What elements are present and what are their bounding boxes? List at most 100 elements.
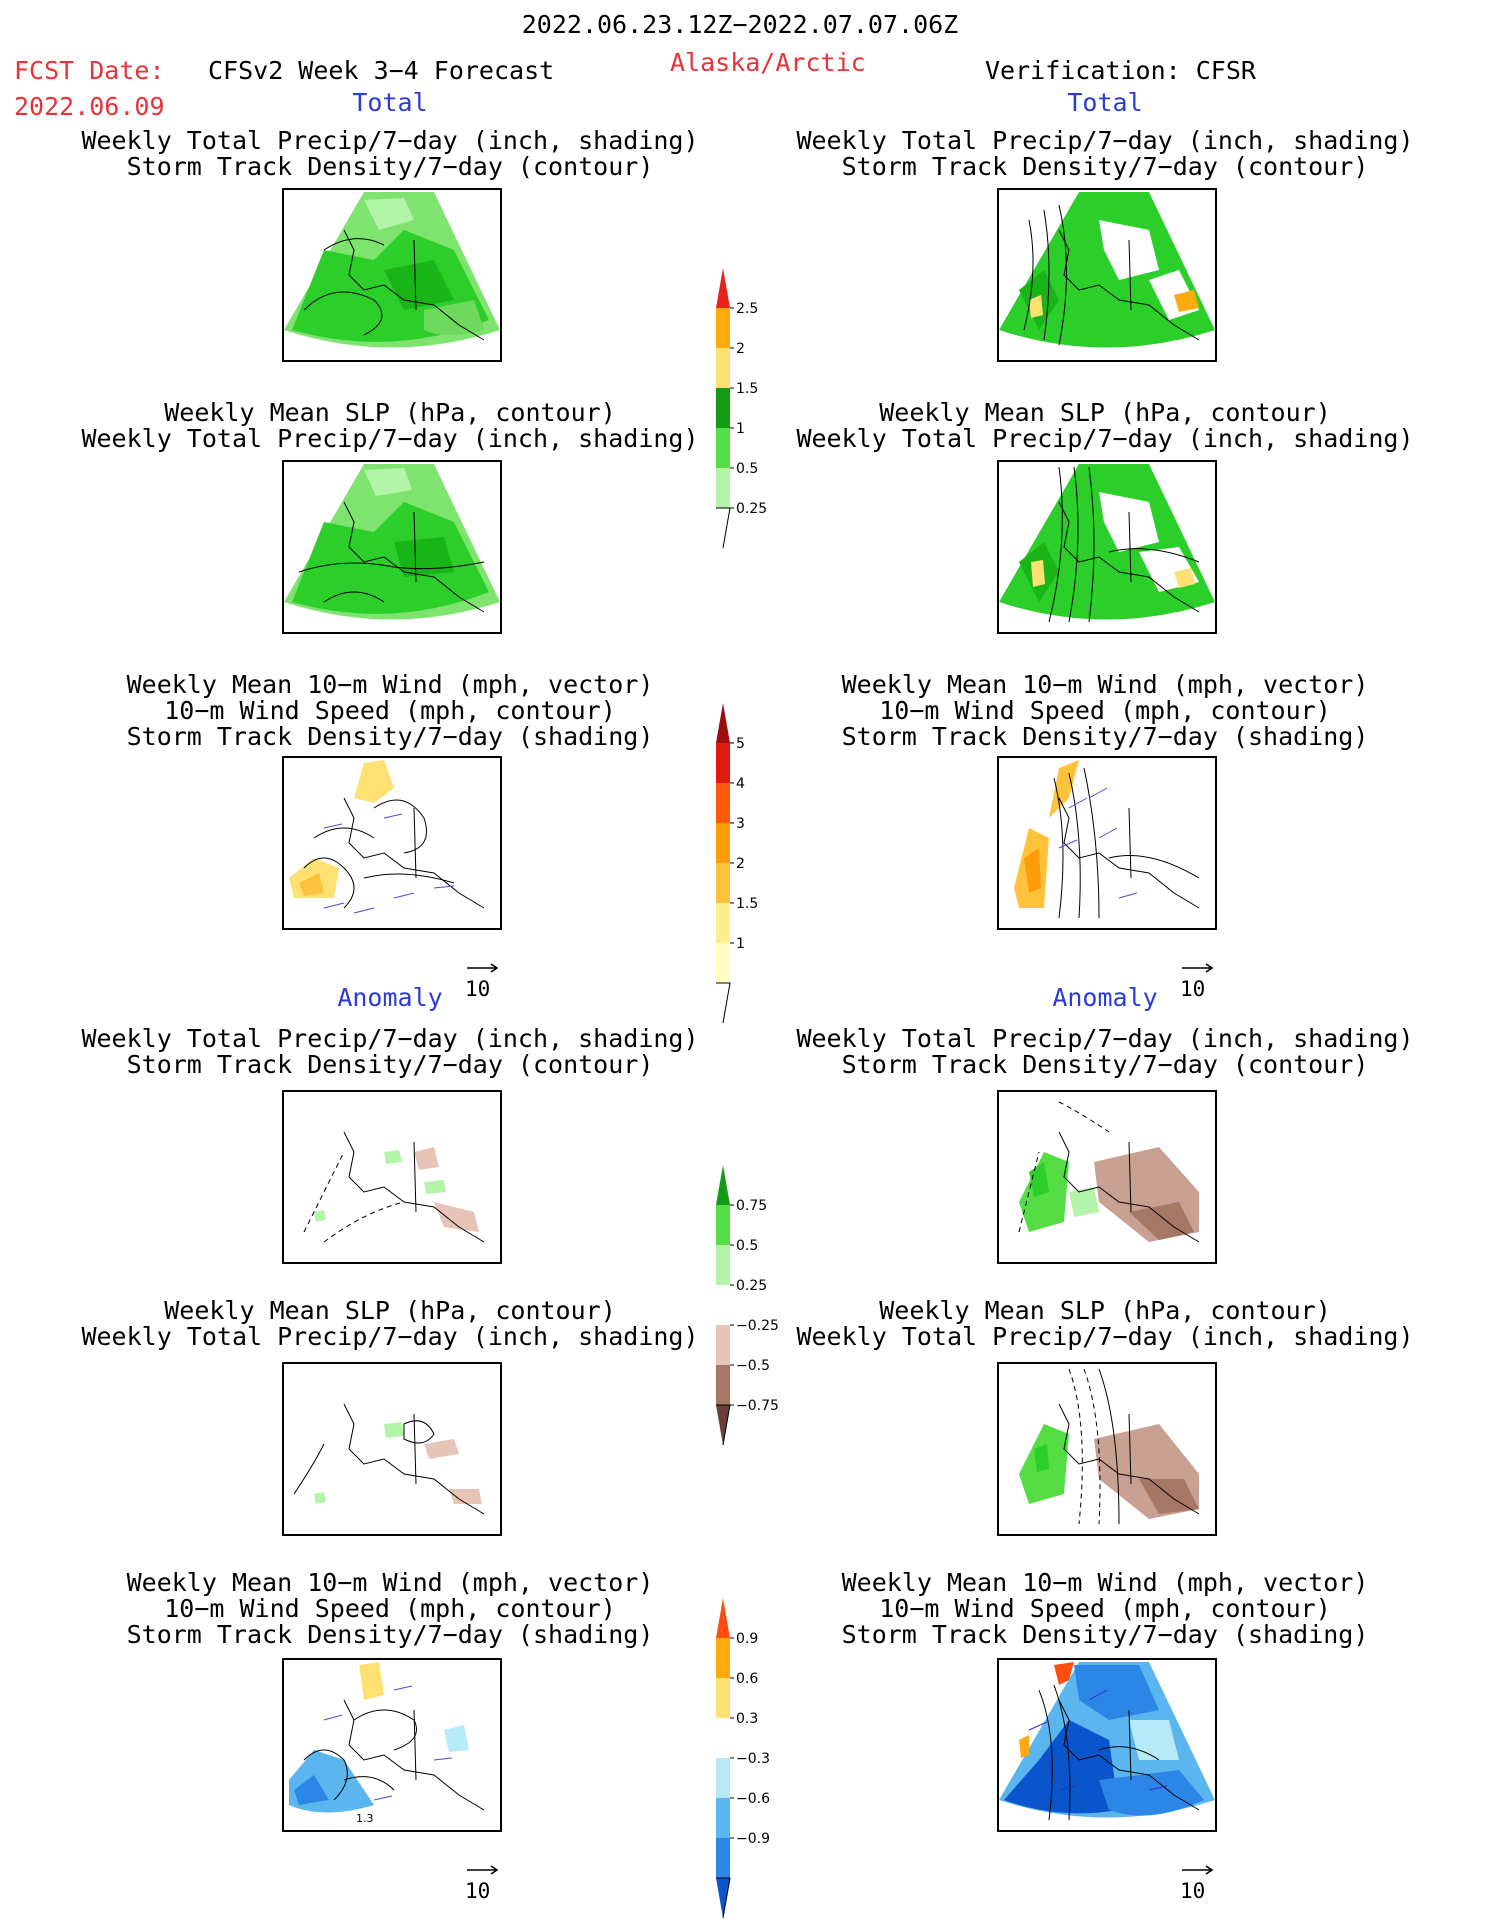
panel-contour-label: 1.3 [356, 1812, 374, 1825]
map-panel-anom-slp-forecast [282, 1362, 502, 1536]
map-svg [999, 1366, 1215, 1525]
colorbar-swatch [716, 703, 730, 743]
map-panel-total-precip-forecast [282, 188, 502, 362]
colorbar-swatch [716, 943, 730, 983]
colorbar-label: 2 [736, 856, 745, 872]
section-total-right: Total [1067, 88, 1143, 117]
colorbar-label: 1.5 [736, 381, 758, 397]
colorbar-label: 5 [736, 736, 745, 752]
section-anomaly-right: Anomaly [1052, 983, 1158, 1012]
colorbar-swatch [716, 308, 730, 348]
colorbar-swatch [716, 268, 730, 308]
panel-title-line: 10−m Wind Speed (mph, contour) [164, 696, 616, 725]
colorbar-swatch [716, 823, 730, 863]
map-svg [999, 1094, 1215, 1250]
panel-title-line: Storm Track Density/7−day (contour) [126, 152, 654, 181]
colorbar-swatch [716, 388, 730, 428]
colorbar-label: 0.6 [736, 1671, 758, 1687]
colorbar-swatch [716, 1365, 730, 1405]
panel-title-line: Storm Track Density/7−day (contour) [841, 1050, 1369, 1079]
panel-title-line: Weekly Total Precip/7−day (inch, shading… [81, 424, 699, 453]
colorbar-swatch [716, 1598, 730, 1638]
colorbar-swatch [716, 1678, 730, 1718]
colorbar-swatch [716, 903, 730, 943]
section-total-left: Total [352, 88, 428, 117]
map-svg [284, 192, 500, 348]
panel-title-line: Weekly Total Precip/7−day (inch, shading… [796, 424, 1414, 453]
map-panel-wind-storm-forecast [282, 756, 502, 930]
colorbar-storm-total: 5 4 3 2 1.5 1 [715, 703, 805, 1031]
panel-title-line: Storm Track Density/7−day (shading) [126, 1620, 654, 1649]
map-panel-anom-precip-verification [997, 1090, 1217, 1264]
panel-title-line: Weekly Mean SLP (hPa, contour) [879, 1296, 1331, 1325]
map-svg [284, 464, 500, 620]
vector-reference-value: 10 [465, 1879, 491, 1903]
panel-title-line: Storm Track Density/7−day (contour) [841, 152, 1369, 181]
vector-arrow-icon [1182, 1865, 1214, 1875]
panel-title-line: Storm Track Density/7−day (shading) [126, 722, 654, 751]
panel-title-line: 10−m Wind Speed (mph, contour) [879, 1594, 1331, 1623]
colorbar-swatch [716, 743, 730, 783]
panel-title-line: Weekly Mean SLP (hPa, contour) [879, 398, 1331, 427]
panel-title-line: Weekly Mean 10−m Wind (mph, vector) [841, 670, 1369, 699]
colorbar-swatch [716, 1877, 731, 1919]
vector-arrow-icon [467, 963, 499, 973]
vector-arrow-icon [1182, 963, 1214, 973]
colorbar-label: 3 [736, 816, 745, 832]
panel-title-line: Weekly Total Precip/7−day (inch, shading… [796, 1322, 1414, 1351]
colorbar-storm-anom: 0.9 0.6 0.3 −0.3 −0.6 −0.9 [715, 1598, 805, 1925]
vector-arrow-icon [467, 1865, 499, 1875]
colorbar-swatch [716, 1798, 730, 1838]
colorbar-swatch [716, 468, 730, 508]
map-svg [999, 760, 1215, 919]
map-panel-anom-precip-forecast [282, 1090, 502, 1264]
colorbar-swatch [716, 1638, 730, 1678]
map-panel-slp-precip-forecast [282, 460, 502, 634]
colorbar-precip-total: 2.5 2 1.5 1 0.5 0.25 [715, 268, 805, 556]
colorbar-swatch [716, 1758, 730, 1798]
panel-title-line: Weekly Mean 10−m Wind (mph, vector) [126, 1568, 654, 1597]
colorbar-swatch [716, 1325, 730, 1365]
colorbar-label: 2.5 [736, 301, 758, 317]
map-svg [999, 464, 1215, 623]
map-svg [284, 1094, 500, 1250]
colorbar-swatch [716, 863, 730, 903]
colorbar-label: 4 [736, 776, 745, 792]
colorbar-label: −0.9 [736, 1831, 770, 1847]
map-svg [999, 192, 1215, 348]
panel-title-line: Storm Track Density/7−day (contour) [126, 1050, 654, 1079]
colorbar-swatch [716, 1245, 730, 1285]
vector-reference-value: 10 [1180, 1879, 1206, 1903]
colorbar-swatch [716, 783, 730, 823]
map-panel-wind-storm-verification [997, 756, 1217, 930]
vector-reference: 10 [465, 955, 501, 1001]
model-title: CFSv2 Week 3−4 Forecast [208, 56, 555, 85]
map-panel-total-precip-verification [997, 188, 1217, 362]
colorbar-label: 0.3 [736, 1711, 758, 1727]
colorbar-svg: 5 4 3 2 1.5 1 [716, 703, 758, 1024]
panel-title-line: Weekly Total Precip/7−day (inch, shading… [81, 1322, 699, 1351]
vector-reference-value: 10 [465, 977, 491, 1001]
panel-title-line: Weekly Mean 10−m Wind (mph, vector) [126, 670, 654, 699]
colorbar-label: 0.75 [736, 1198, 767, 1214]
panel-title-line: 10−m Wind Speed (mph, contour) [164, 1594, 616, 1623]
region-title: Alaska/Arctic [670, 48, 866, 77]
vector-reference: 10 [465, 1857, 501, 1903]
panel-title-line: Weekly Total Precip/7−day (inch, shading… [81, 1024, 699, 1053]
map-panel-slp-precip-verification [997, 460, 1217, 634]
panel-title-line: Weekly Total Precip/7−day (inch, shading… [81, 126, 699, 155]
panel-title-line: Storm Track Density/7−day (shading) [841, 1620, 1369, 1649]
panel-title-line: Weekly Total Precip/7−day (inch, shading… [796, 126, 1414, 155]
map-panel-anom-wind-verification [997, 1658, 1217, 1832]
colorbar-label: −0.75 [736, 1398, 779, 1414]
colorbar-swatch [716, 507, 731, 549]
panel-title-line: Storm Track Density/7−day (shading) [841, 722, 1369, 751]
fcst-date-value: 2022.06.09 [14, 92, 165, 121]
colorbar-label: 1 [736, 421, 745, 437]
colorbar-label: 0.25 [736, 501, 767, 517]
colorbar-label: 0.5 [736, 461, 758, 477]
colorbar-label: 2 [736, 341, 745, 357]
map-svg [999, 1662, 1215, 1821]
colorbar-label: −0.6 [736, 1791, 770, 1807]
